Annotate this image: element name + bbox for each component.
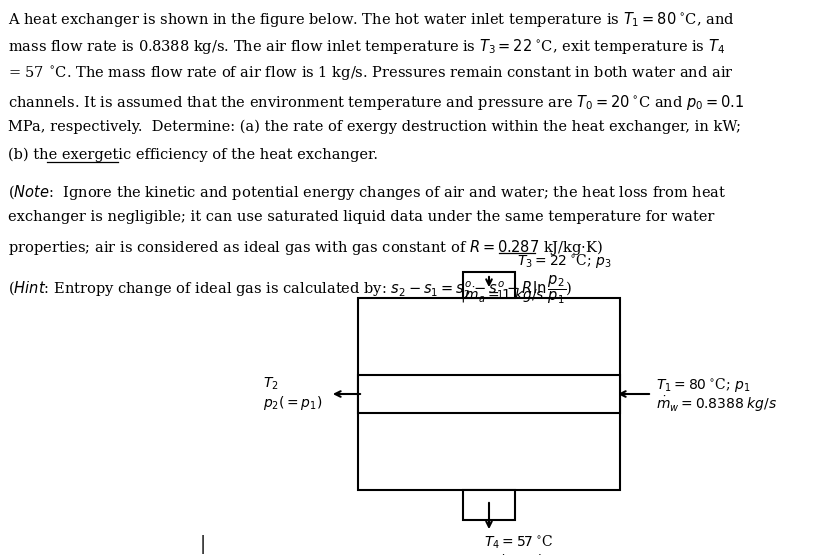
Text: $\dot{m}_w = 0.8388\;kg/s$: $\dot{m}_w = 0.8388\;kg/s$ (655, 394, 777, 413)
Text: ($\it{Note}$:  Ignore the kinetic and potential energy changes of air and water;: ($\it{Note}$: Ignore the kinetic and pot… (8, 183, 725, 202)
Text: properties; air is considered as ideal gas with gas constant of $R = 0.287$ kJ/k: properties; air is considered as ideal g… (8, 238, 602, 257)
Text: $T_2$: $T_2$ (263, 376, 279, 392)
Text: $p_2(=p_1)$: $p_2(=p_1)$ (263, 394, 322, 412)
Text: $T_1 = 80\,^{\circ}$C; $p_1$: $T_1 = 80\,^{\circ}$C; $p_1$ (655, 376, 749, 394)
Bar (357, 375, 619, 413)
Bar (462, 272, 514, 298)
Text: = 57 $^{\circ}$C. The mass flow rate of air flow is 1 kg/s. Pressures remain con: = 57 $^{\circ}$C. The mass flow rate of … (8, 65, 733, 83)
Text: A heat exchanger is shown in the figure below. The hot water inlet temperature i: A heat exchanger is shown in the figure … (8, 10, 734, 29)
Text: (b) the exergetic efficiency of the heat exchanger.: (b) the exergetic efficiency of the heat… (8, 148, 378, 162)
Text: exchanger is negligible; it can use saturated liquid data under the same tempera: exchanger is negligible; it can use satu… (8, 210, 714, 225)
Bar (357, 298, 619, 490)
Text: mass flow rate is 0.8388 kg/s. The air flow inlet temperature is $T_3 = 22\,^{\c: mass flow rate is 0.8388 kg/s. The air f… (8, 38, 724, 57)
Text: MPa, respectively.  Determine: (a) the rate of exergy destruction within the hea: MPa, respectively. Determine: (a) the ra… (8, 120, 740, 134)
Bar (462, 490, 514, 520)
Text: $|\dot{m}_a = 1\;kg/s$: $|\dot{m}_a = 1\;kg/s$ (460, 285, 544, 305)
Text: |: | (200, 535, 206, 554)
Text: $T_4 = 57\,^{\circ}$C: $T_4 = 57\,^{\circ}$C (484, 534, 552, 552)
Text: $p_4(=p_3)$: $p_4(=p_3)$ (484, 552, 543, 555)
Text: $T_3 = 22\,^{\circ}$C; $p_3$: $T_3 = 22\,^{\circ}$C; $p_3$ (516, 252, 611, 270)
Text: channels. It is assumed that the environment temperature and pressure are $T_0 =: channels. It is assumed that the environ… (8, 93, 743, 112)
Text: ($\it{Hint}$: Entropy change of ideal gas is calculated by: $s_2 - s_1 = s_2^o -: ($\it{Hint}$: Entropy change of ideal ga… (8, 274, 571, 306)
